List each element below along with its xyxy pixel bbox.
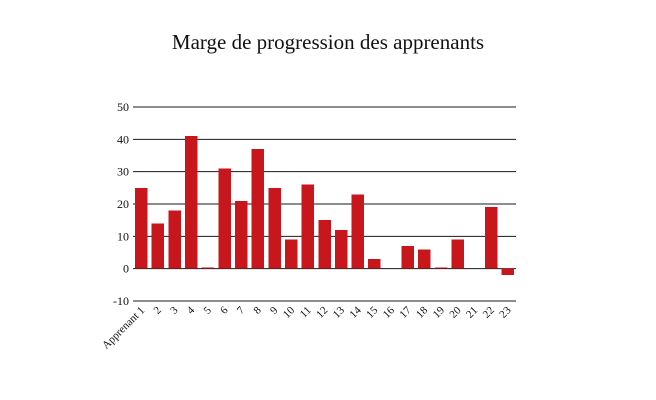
chart-title: Marge de progression des apprenants [172,30,484,54]
x-tick-label: 15 [364,304,381,321]
bar [234,200,248,269]
x-tick-label: Apprenant 1 [100,304,147,351]
bar [401,246,415,269]
x-tick-label: 8 [251,304,264,317]
bar [151,223,165,269]
y-tick-label: -10 [113,294,129,308]
x-axis-ticks: Apprenant 1 2 3 4 5 6 7 8 9 10 11 12 13 14 15 16 17 18 19 2… [100,304,514,352]
y-tick-label: 20 [117,197,129,211]
bar [351,194,365,269]
bar [501,268,514,276]
x-tick-label: 14 [347,304,364,321]
x-tick-label: 18 [414,304,431,321]
bar [218,168,231,269]
x-tick-label: 17 [397,304,414,321]
x-tick-label: 2 [152,304,164,316]
x-tick-label: 6 [218,304,231,317]
bar [284,239,298,269]
x-tick-label: 12 [314,304,330,320]
y-axis-ticks: -10 0 10 20 30 40 50 [113,100,129,308]
bar [185,136,198,269]
x-tick-label: 16 [381,304,398,321]
y-tick-label: 10 [117,229,129,243]
x-tick-label: 9 [268,304,281,317]
x-tick-label: 3 [168,304,181,317]
y-tick-label: 0 [123,262,129,276]
x-tick-label: 13 [331,304,348,321]
x-tick-label: 22 [481,304,497,320]
y-tick-label: 30 [117,165,129,179]
bar [484,207,498,269]
x-tick-label: 11 [298,304,314,320]
x-tick-label: 7 [235,304,248,317]
bar [168,210,181,269]
bar [418,249,431,269]
bar [368,258,381,269]
bar [434,267,448,269]
bar [334,229,348,269]
bar [301,184,315,269]
x-tick-label: 5 [201,304,214,317]
y-tick-label: 50 [117,100,129,114]
y-tick-label: 40 [117,132,129,146]
bar [451,239,464,269]
bar [318,220,331,269]
x-tick-label: 21 [464,304,480,320]
bar [201,267,215,269]
x-tick-label: 23 [497,304,514,321]
x-tick-label: 4 [185,304,198,317]
x-tick-label: 10 [281,304,298,321]
bar [268,187,281,269]
bars [135,136,514,276]
x-tick-label: 20 [447,304,464,321]
bar [251,149,265,269]
bar [135,187,148,269]
x-tick-label: 19 [431,304,448,321]
